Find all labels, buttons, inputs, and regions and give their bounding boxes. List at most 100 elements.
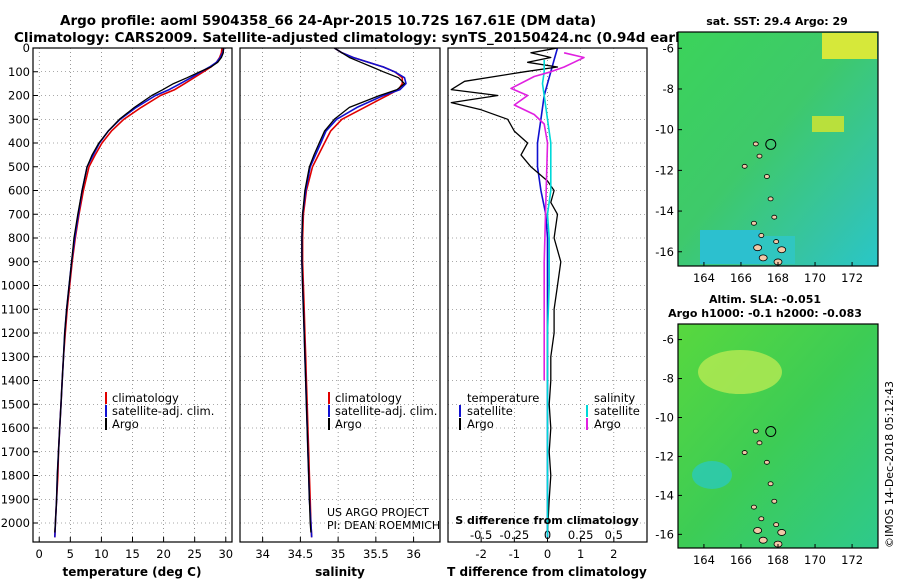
x-tick-label: 5 xyxy=(67,547,74,561)
y-tick-label: 1000 xyxy=(1,279,30,293)
island-marker xyxy=(771,214,778,220)
sst-cool-patch xyxy=(700,230,760,264)
difference-legend: temperature satellite Argo salinity sate… xyxy=(459,391,640,431)
island-marker xyxy=(777,529,787,536)
x-tick-label: 30 xyxy=(218,547,233,561)
sla-map-title-1: Altim. SLA: -0.051 xyxy=(709,293,821,306)
x-tick-label: 34 xyxy=(255,547,270,561)
y-tick-label: 200 xyxy=(8,89,30,103)
y-tick-label: 0 xyxy=(23,41,30,55)
x-tick-label: 25 xyxy=(187,547,202,561)
y-tick-label: 1600 xyxy=(1,421,30,435)
series-line xyxy=(301,48,406,533)
x-tick-label: 2 xyxy=(610,547,617,561)
map-y-tick-label: -10 xyxy=(655,123,674,137)
temperature-frame xyxy=(32,47,233,543)
top-tick-label: -0.25 xyxy=(499,528,529,542)
series-line xyxy=(54,48,225,538)
temperature-lines xyxy=(54,48,225,538)
s-difference-tick-labels: -0.5 -0.25 0 0.25 0.5 xyxy=(470,528,623,542)
salinity-legend: climatology satellite-adj. clim. Argo xyxy=(328,391,437,431)
island-marker xyxy=(758,233,765,238)
y-tick-label: 900 xyxy=(8,255,30,269)
legend-temperature-head: temperature xyxy=(467,391,539,405)
pi-credit: PI: DEAN ROEMMICH xyxy=(327,519,440,532)
island-marker xyxy=(752,141,759,147)
legend-salinity-head: salinity xyxy=(594,391,635,405)
island-marker xyxy=(758,536,768,544)
sla-high-anomaly xyxy=(698,350,782,394)
imos-credit: ©IMOS 14-Dec-2018 05:12:43 xyxy=(883,381,896,548)
y-tick-label: 1700 xyxy=(1,445,30,459)
y-tick-label: 1400 xyxy=(1,374,30,388)
island-marker xyxy=(751,220,757,226)
y-tick-label: 1800 xyxy=(1,469,30,483)
legend-t-satellite-label: satellite xyxy=(467,404,513,418)
series-line xyxy=(54,48,223,538)
difference-lines xyxy=(450,48,585,538)
map-y-tick-label: -6 xyxy=(663,333,674,347)
x-tick-label: 15 xyxy=(125,547,140,561)
sla-map-title-2: Argo h1000: -0.1 h2000: -0.083 xyxy=(668,307,862,320)
x-tick-label: 35 xyxy=(331,547,346,561)
island-marker xyxy=(773,522,780,528)
depth-tick-labels: 0 100 200 300 400 500 600 700 800 900 1000 1100 1200… xyxy=(1,41,38,530)
island-marker xyxy=(752,428,759,434)
map-x-tick-label: 172 xyxy=(841,271,863,285)
island-marker xyxy=(753,244,763,252)
sla-float-position xyxy=(765,426,777,438)
legend-t-argo-label: Argo xyxy=(467,417,494,431)
island-marker xyxy=(773,239,780,244)
x-tick-label: 36 xyxy=(406,547,421,561)
y-tick-label: 1900 xyxy=(1,492,30,506)
y-tick-label: 800 xyxy=(8,231,30,245)
map-x-tick-label: 170 xyxy=(804,553,826,567)
x-tick-label: 0 xyxy=(544,547,551,561)
map-x-tick-label: 166 xyxy=(730,271,752,285)
y-tick-label: 300 xyxy=(8,112,30,126)
y-tick-label: 700 xyxy=(8,207,30,221)
map-x-tick-label: 172 xyxy=(841,553,863,567)
salinity-lines xyxy=(301,48,407,538)
x-tick-label: 34.5 xyxy=(288,547,314,561)
title-line-2: Climatology: CARS2009. Satellite-adjuste… xyxy=(14,30,706,46)
salinity-panel: 34 34.5 35 35.5 36 salinity climatology sate… xyxy=(239,47,441,579)
sst-map-title: sat. SST: 29.4 Argo: 29 xyxy=(706,15,848,28)
temperature-grid xyxy=(33,47,232,542)
sst-warm-patch xyxy=(822,33,877,59)
y-tick-label: 1500 xyxy=(1,397,30,411)
temperature-panel: 0100200300400500600700800900100011001200… xyxy=(1,41,233,579)
top-tick-label: 0.25 xyxy=(568,528,594,542)
difference-frame xyxy=(447,47,648,543)
map-x-tick-label: 164 xyxy=(693,271,715,285)
x-tick-label: 0 xyxy=(36,547,43,561)
island-marker xyxy=(771,498,778,504)
island-marker xyxy=(777,246,787,254)
sst-island-markers xyxy=(741,141,787,266)
island-marker xyxy=(758,516,765,522)
sla-map-panel: Altim. SLA: -0.051 Argo h1000: -0.1 h200… xyxy=(655,293,879,567)
temperature-xlabel: temperature (deg C) xyxy=(63,565,202,579)
series-line xyxy=(54,48,224,533)
sst-float-position xyxy=(765,138,777,150)
y-tick-label: 100 xyxy=(8,65,30,79)
series-line xyxy=(301,48,404,538)
island-marker xyxy=(753,527,763,534)
island-marker xyxy=(751,504,757,510)
map-y-tick-label: -12 xyxy=(655,449,674,463)
legend-satellite-label: satellite-adj. clim. xyxy=(112,404,214,418)
legend-s-satellite-label: satellite xyxy=(594,404,640,418)
series-line xyxy=(541,59,552,538)
s-difference-xlabel: S difference from climatology xyxy=(455,514,639,527)
top-tick-label: -0.5 xyxy=(470,528,492,542)
y-tick-label: 1100 xyxy=(1,302,30,316)
map-x-tick-label: 168 xyxy=(767,553,789,567)
series-line xyxy=(510,52,585,381)
legend-argo-label: Argo xyxy=(112,417,139,431)
legend-climatology-label: climatology xyxy=(112,391,179,405)
map-y-tick-label: -10 xyxy=(655,410,674,424)
map-y-tick-label: -6 xyxy=(663,41,674,55)
salinity-tick-labels: 34 34.5 35 35.5 36 xyxy=(255,537,421,561)
series-line xyxy=(450,48,562,533)
x-tick-label: -1 xyxy=(509,547,520,561)
